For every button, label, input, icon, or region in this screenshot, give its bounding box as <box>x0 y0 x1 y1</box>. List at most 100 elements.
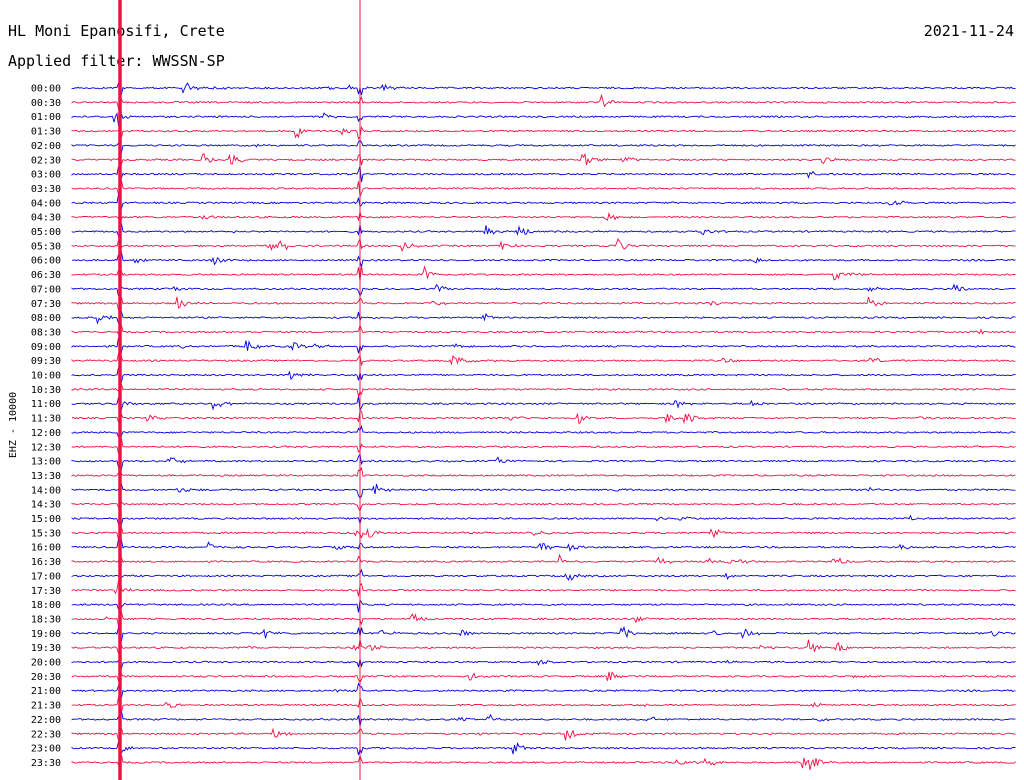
row-tick-label: 23:30 <box>31 758 61 769</box>
trace-row <box>71 682 1016 698</box>
row-tick-label: 01:00 <box>31 112 61 123</box>
trace-group <box>71 0 1016 780</box>
trace-row <box>71 639 1016 654</box>
trace-row <box>71 296 1016 312</box>
trace-row <box>71 553 1016 564</box>
row-tick-label: 05:00 <box>31 227 61 238</box>
row-tick-label: 12:30 <box>31 442 61 453</box>
trace-row <box>71 527 1016 541</box>
trace-row <box>71 180 1016 197</box>
row-tick-label: 11:30 <box>31 414 61 425</box>
trace-row <box>71 741 1016 756</box>
row-tick-label: 10:30 <box>31 385 61 396</box>
row-tick-label: 08:30 <box>31 327 61 338</box>
trace-row <box>71 598 1016 613</box>
row-tick-label: 14:00 <box>31 485 61 496</box>
trace-row <box>71 152 1016 166</box>
row-tick-label: 13:00 <box>31 457 61 468</box>
trace-row <box>71 396 1016 413</box>
row-tick-label: 05:30 <box>31 241 61 252</box>
filter-label: Applied filter: WWSSN-SP <box>8 52 225 70</box>
trace-row <box>71 353 1016 367</box>
row-tick-label: 14:30 <box>31 500 61 511</box>
trace-row <box>71 337 1016 354</box>
row-tick-label: 09:00 <box>31 342 61 353</box>
trace-row <box>71 671 1016 684</box>
row-tick-label: 02:30 <box>31 155 61 166</box>
row-tick-label: 17:30 <box>31 586 61 597</box>
trace-row <box>71 711 1016 727</box>
row-tick-label: 15:00 <box>31 514 61 525</box>
row-tick-label: 22:00 <box>31 715 61 726</box>
trace-row <box>71 323 1016 336</box>
trace-row <box>71 424 1016 438</box>
trace-row <box>71 265 1016 282</box>
row-tick-label: 16:00 <box>31 543 61 554</box>
row-tick-label: 11:00 <box>31 399 61 410</box>
trace-row <box>71 410 1016 425</box>
trace-row <box>71 223 1016 238</box>
trace-row <box>72 252 1016 268</box>
row-tick-label: 06:00 <box>31 256 61 267</box>
row-tick-label: 01:30 <box>31 127 61 138</box>
trace-row <box>71 310 1016 325</box>
row-tick-label: 10:00 <box>31 371 61 382</box>
y-axis-label: EHZ - 10000 <box>8 392 19 458</box>
row-tick-label: 21:00 <box>31 686 61 697</box>
row-tick-label: 23:00 <box>31 744 61 755</box>
row-tick-label: 18:00 <box>31 600 61 611</box>
trace-row <box>71 384 1016 398</box>
trace-row <box>71 568 1016 581</box>
trace-row <box>71 579 1016 597</box>
trace-row <box>71 211 1016 222</box>
trace-row <box>71 452 1016 470</box>
row-tick-label: 19:00 <box>31 629 61 640</box>
row-tick-label: 21:30 <box>31 701 61 712</box>
row-tick-label: 03:30 <box>31 184 61 195</box>
row-tick-label: 15:30 <box>31 528 61 539</box>
tick-label-group: 00:00 00:30 01:00 01:30 02:00 02:30 03:00 03:30… <box>31 84 61 769</box>
trace-row <box>71 501 1016 512</box>
trace-row <box>71 124 1016 140</box>
row-tick-label: 17:00 <box>31 571 61 582</box>
date-label: 2021-11-24 <box>923 22 1014 40</box>
trace-row <box>71 165 1016 183</box>
trace-row <box>71 658 1016 669</box>
trace-row <box>71 139 1016 154</box>
row-tick-label: 03:00 <box>31 170 61 181</box>
row-tick-label: 07:30 <box>31 299 61 310</box>
row-tick-label: 02:00 <box>31 141 61 152</box>
row-tick-label: 07:00 <box>31 284 61 295</box>
row-tick-label: 00:00 <box>31 84 61 95</box>
row-tick-label: 22:30 <box>31 729 61 740</box>
trace-row <box>71 237 1016 252</box>
trace-row <box>71 625 1016 642</box>
row-tick-label: 19:30 <box>31 643 61 654</box>
trace-row <box>71 438 1016 454</box>
row-tick-label: 09:30 <box>31 356 61 367</box>
row-tick-label: 20:30 <box>31 672 61 683</box>
row-tick-label: 00:30 <box>31 98 61 109</box>
trace-row <box>71 367 1016 383</box>
row-tick-label: 13:30 <box>31 471 61 482</box>
trace-row <box>71 696 1016 713</box>
row-tick-label: 04:00 <box>31 198 61 209</box>
trace-row <box>71 93 1016 110</box>
trace-row <box>71 112 1016 127</box>
trace-row <box>71 754 1016 770</box>
trace-row <box>71 538 1016 552</box>
trace-row <box>71 611 1016 628</box>
row-tick-label: 12:00 <box>31 428 61 439</box>
row-tick-label: 08:00 <box>31 313 61 324</box>
trace-row <box>71 81 1016 96</box>
row-tick-label: 06:30 <box>31 270 61 281</box>
row-tick-label: 18:30 <box>31 614 61 625</box>
trace-row <box>71 466 1016 477</box>
station-title: HL Moni Epanosifi, Crete <box>8 22 225 40</box>
row-tick-label: 16:30 <box>31 557 61 568</box>
row-tick-label: 04:30 <box>31 213 61 224</box>
trace-row <box>71 283 1016 298</box>
trace-row <box>71 194 1016 210</box>
trace-row <box>71 514 1016 526</box>
